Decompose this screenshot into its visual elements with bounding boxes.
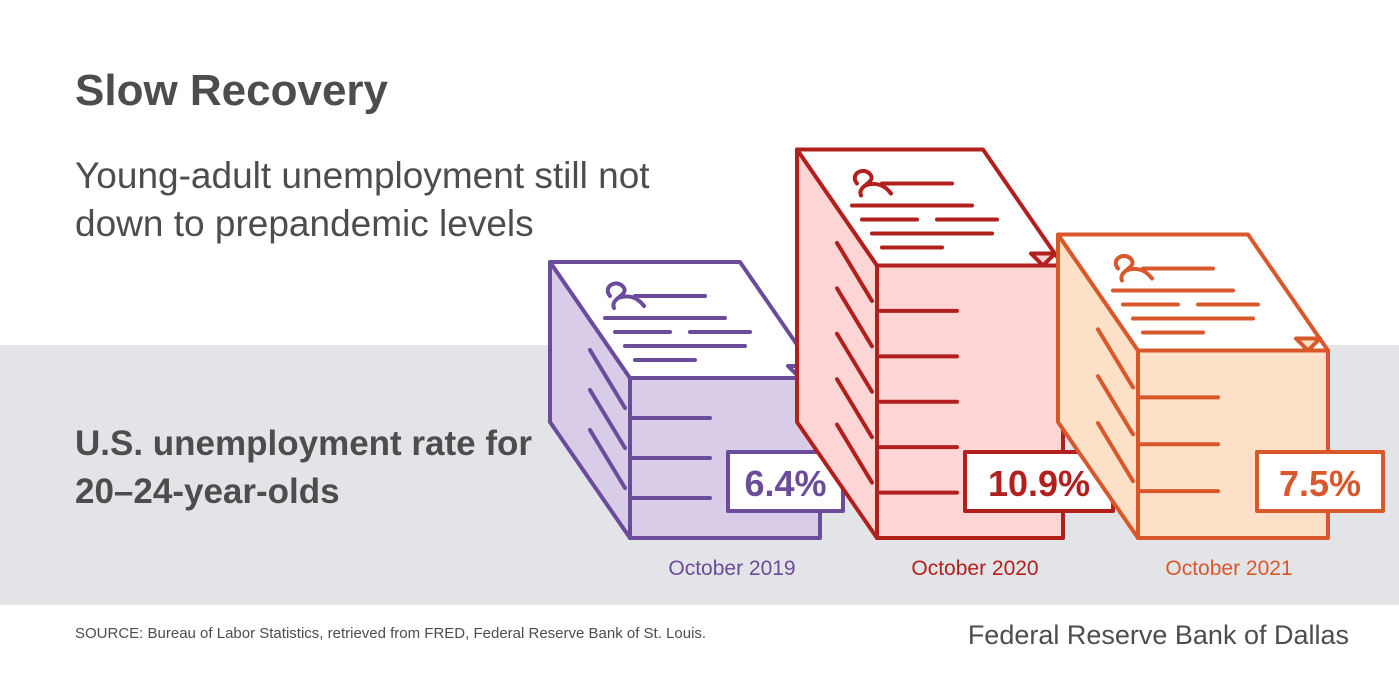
chart-subtitle: Young-adult unemployment still not down … (75, 155, 650, 244)
signature-icon (852, 169, 893, 198)
page-side-line (835, 331, 874, 394)
brand-logo-text: Federal Reserve Bank of Dallas (967, 620, 1349, 650)
measure-label: U.S. unemployment rate for 20–24-year-ol… (75, 424, 533, 511)
page-side-line (1096, 327, 1135, 390)
value-label-box (1255, 450, 1385, 513)
page-side-line (588, 348, 627, 410)
signature-icon (605, 281, 646, 310)
category-label: October 2020 (911, 557, 1038, 580)
page-side-line (1096, 421, 1135, 484)
page-tab (1294, 336, 1322, 353)
chart-title: Slow Recovery (75, 66, 389, 115)
page-side-line (835, 422, 874, 485)
page-side-line (835, 240, 874, 303)
page-side-line (1096, 374, 1135, 437)
value-label: 6.4% (744, 463, 826, 504)
source-note: SOURCE: Bureau of Labor Statistics, retr… (75, 625, 707, 642)
page-side-line (588, 428, 627, 490)
category-label: October 2021 (1165, 557, 1292, 580)
category-label: October 2019 (668, 557, 795, 580)
value-label: 10.9% (988, 463, 1090, 504)
signature-icon (1113, 254, 1154, 283)
page-side-line (835, 377, 874, 440)
page-side-line (835, 286, 874, 349)
page-side-line (588, 388, 627, 450)
page-tab (1029, 251, 1057, 268)
value-label: 7.5% (1279, 463, 1361, 504)
